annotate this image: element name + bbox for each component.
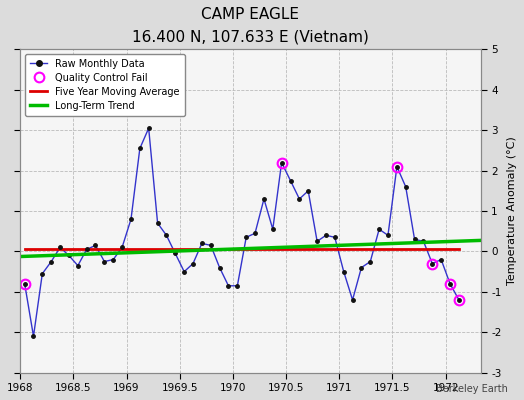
- Y-axis label: Temperature Anomaly (°C): Temperature Anomaly (°C): [507, 137, 517, 286]
- Title: CAMP EAGLE
16.400 N, 107.633 E (Vietnam): CAMP EAGLE 16.400 N, 107.633 E (Vietnam): [132, 7, 369, 44]
- Text: Berkeley Earth: Berkeley Earth: [436, 384, 508, 394]
- Legend: Raw Monthly Data, Quality Control Fail, Five Year Moving Average, Long-Term Tren: Raw Monthly Data, Quality Control Fail, …: [25, 54, 184, 116]
